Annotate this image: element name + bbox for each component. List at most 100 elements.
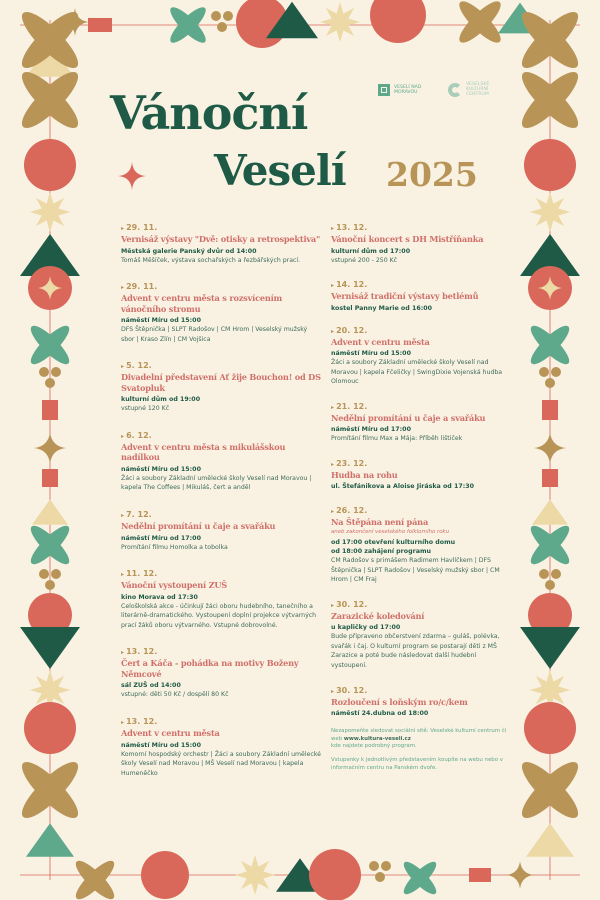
event-title: Zarazické koledování bbox=[331, 610, 425, 621]
event-title: Nedělní promítání u čaje a svařáku bbox=[121, 521, 276, 532]
event-description: Bude připraveno občerstvení zdarma – gul… bbox=[331, 633, 500, 670]
tree-icon bbox=[520, 627, 580, 669]
ornament-icon bbox=[45, 580, 55, 590]
event-item: 13. 12.Čert a Káča - pohádka na motivy B… bbox=[121, 646, 321, 700]
event-title: Vernisáž výstavy "Dvě: otisky a retrospe… bbox=[121, 234, 321, 244]
x-leaf-icon bbox=[75, 860, 115, 900]
ornament-icon bbox=[381, 861, 391, 871]
ornament-icon bbox=[211, 11, 221, 21]
event-date: 26. 12. bbox=[331, 505, 511, 517]
tree-icon bbox=[266, 1, 318, 39]
event-date: 20. 12. bbox=[331, 325, 511, 337]
tree-icon bbox=[26, 823, 74, 857]
x-leaf-icon bbox=[530, 525, 570, 565]
ornament-icon bbox=[545, 378, 555, 388]
ornament-icon bbox=[51, 569, 61, 579]
block-icon bbox=[542, 400, 558, 420]
event-venue: kino Morava od 17:30 bbox=[121, 593, 198, 601]
event-date: 29. 11. bbox=[121, 281, 321, 293]
event-item: 29. 11.Vernisáž výstavy "Dvě: otisky a r… bbox=[121, 222, 321, 265]
event-title: Vánoční koncert s DH Mistříňanka bbox=[331, 234, 484, 244]
ornament-icon bbox=[51, 367, 61, 377]
ornament-icon bbox=[141, 851, 189, 899]
block-icon bbox=[88, 18, 112, 32]
x-leaf-icon bbox=[30, 525, 70, 565]
event-description: Tomáš Měšíček, výstava sochařských a řez… bbox=[121, 256, 301, 264]
ornament-icon bbox=[528, 593, 572, 637]
event-subtitle: aneb zakončení veselského folklorního ro… bbox=[331, 528, 450, 535]
ornament-icon bbox=[551, 367, 561, 377]
block-icon bbox=[469, 868, 491, 882]
events-right-column: 13. 12.Vánoční koncert s DH Mistříňanka k… bbox=[331, 222, 511, 772]
x-leaf-icon bbox=[21, 71, 79, 129]
sparkle-icon bbox=[118, 162, 146, 190]
x-leaf-icon bbox=[530, 325, 570, 365]
logos: Veselí nad Moravou Veselské kulturní cen… bbox=[378, 82, 494, 97]
event-description: Celoškolská akce - účinkují žáci oboru h… bbox=[121, 602, 317, 629]
event-description: vstupné: děti 50 Kč / dospělí 80 Kč bbox=[121, 691, 229, 699]
event-description: DFS Štěpnička | SLPT Radošov | CM Hrom |… bbox=[121, 326, 308, 343]
event-item: 5. 12.Divadelní představení Ať žije Bouc… bbox=[121, 360, 321, 414]
ornament-icon bbox=[24, 702, 76, 754]
tree-icon bbox=[532, 499, 568, 525]
title-line-2: Veselí bbox=[214, 146, 347, 195]
footer-social: Nezapomeňte sledovat sociální sítě: Vese… bbox=[331, 728, 511, 751]
ornament-icon bbox=[524, 139, 576, 191]
event-date: 14. 12. bbox=[331, 279, 511, 291]
footer-social-text-2: kde najdete podrobný program. bbox=[331, 743, 417, 750]
logo-veseli: Veselí nad Moravou bbox=[378, 83, 434, 96]
logo-veseli-icon bbox=[378, 83, 390, 96]
title-line-1: Vánoční bbox=[110, 86, 308, 140]
event-venue: náměstí Míru od 17:00 bbox=[121, 534, 201, 542]
event-title: Advent v centru města bbox=[121, 728, 220, 739]
event-date: 13. 12. bbox=[331, 222, 511, 234]
website-link[interactable]: www.kultura-veseli.cz bbox=[343, 735, 411, 742]
tree-icon bbox=[520, 234, 580, 276]
logo-vkc-icon bbox=[448, 82, 462, 97]
x-leaf-icon bbox=[521, 11, 579, 69]
x-leaf-icon bbox=[30, 325, 70, 365]
x-leaf-icon bbox=[459, 1, 501, 43]
event-description: Žáci a soubory Základní umělecké školy V… bbox=[331, 359, 503, 386]
event-date: 23. 12. bbox=[331, 458, 511, 470]
event-title: Divadelní představení Ať žije Bouchon! o… bbox=[121, 372, 321, 393]
tree-icon bbox=[20, 627, 80, 669]
block-icon bbox=[42, 469, 58, 487]
events-left-column: 29. 11. Vernisáž výstavy "Dvě: otisky a r… bbox=[121, 222, 321, 778]
event-title: Čert a Káča - pohádka na motivy Boženy N… bbox=[121, 658, 299, 679]
ornament-icon bbox=[28, 593, 72, 637]
event-description: Žáci a soubory Základní umělecké školy V… bbox=[121, 474, 312, 492]
ornament-icon bbox=[545, 580, 555, 590]
event-venue: sál ZUŠ od 14:00 bbox=[121, 682, 181, 690]
event-venue: ul. Štefánikova a Aloise Jiráska od 17:3… bbox=[331, 483, 475, 491]
event-item: 13. 12.Vánoční koncert s DH Mistříňanka k… bbox=[331, 222, 511, 265]
tree-icon bbox=[526, 823, 574, 857]
event-title: Advent v centru města s mikulášskou nadí… bbox=[121, 441, 286, 463]
event-item: 7. 12.Nedělní promítání u čaje a svařáku… bbox=[121, 509, 321, 552]
event-date: 13. 12. bbox=[121, 646, 321, 658]
event-date: 6. 12. bbox=[121, 430, 321, 442]
tree-icon bbox=[20, 234, 80, 276]
event-venue: od 17:00 otevření kulturního domu od 18:… bbox=[331, 538, 456, 555]
event-description: vstupné 120 Kč bbox=[121, 405, 170, 413]
event-item: 11. 12.Vánoční vystoupení ZUŠ kino Morava… bbox=[121, 568, 321, 630]
event-venue: u kapličky od 17:00 bbox=[331, 624, 401, 632]
ornament-icon bbox=[370, 0, 426, 43]
event-item: 21. 12.Nedělní promítání u čaje a svařák… bbox=[331, 401, 511, 444]
sparkle-icon bbox=[534, 432, 566, 464]
ornament-icon bbox=[223, 11, 233, 21]
x-leaf-icon bbox=[21, 761, 79, 819]
event-title: Advent v centru města bbox=[331, 336, 430, 347]
x-leaf-icon bbox=[403, 861, 437, 895]
x-leaf-icon bbox=[521, 71, 579, 129]
ornament-icon bbox=[309, 849, 361, 900]
ornament-icon bbox=[39, 569, 49, 579]
year: 2025 bbox=[386, 155, 478, 194]
ornament-icon bbox=[551, 569, 561, 579]
logo-vkc-text: Veselské kulturní centrum bbox=[466, 82, 490, 97]
event-venue: náměstí Míru od 15:00 bbox=[121, 741, 201, 749]
event-item: 14. 12.Vernisáž tradiční výstavy betlémů… bbox=[331, 279, 511, 313]
event-venue: náměstí 24.dubna od 18:00 bbox=[331, 710, 429, 718]
event-venue: náměstí Míru od 15:00 bbox=[121, 317, 201, 325]
